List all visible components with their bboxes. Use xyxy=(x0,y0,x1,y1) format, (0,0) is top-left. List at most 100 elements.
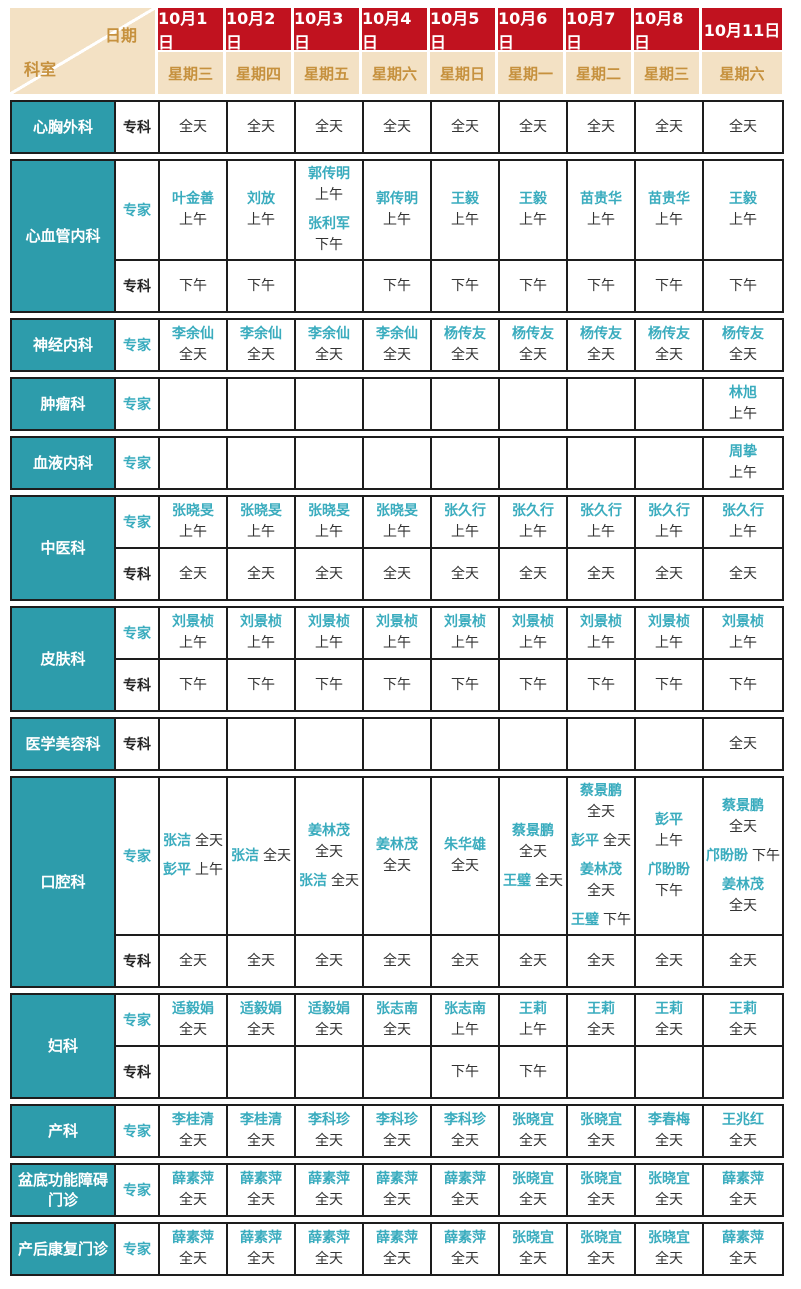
doctor-name: 王璧 xyxy=(571,912,599,928)
schedule-cell: 李余仙 全天 xyxy=(362,318,432,372)
shift-time: 全天 xyxy=(603,833,631,849)
schedule-entry: 李余仙 全天 xyxy=(229,324,293,366)
shift-time: 上午 xyxy=(195,862,223,878)
schedule-entry: 张久行 上午 xyxy=(569,501,633,543)
shift-time: 全天 xyxy=(383,1133,411,1149)
department-block: 心胸外科 专科 全天 全天 全天 全天 全天 全天 全天 全天 全天 xyxy=(10,100,784,154)
shift-time: 全天 xyxy=(655,1251,683,1267)
doctor-name: 张晓旻 xyxy=(376,503,418,519)
schedule-cell: 下午 xyxy=(566,259,636,313)
schedule-cell: 下午 xyxy=(430,259,500,313)
schedule-entry: 杨传友 全天 xyxy=(705,324,781,366)
schedule-cell: 全天 xyxy=(702,547,784,601)
shift-time: 下午 xyxy=(451,277,479,294)
weekday-cell: 星期六 xyxy=(702,52,782,94)
shift-time: 全天 xyxy=(729,818,757,835)
shift-time: 全天 xyxy=(383,565,411,582)
shift-time: 全天 xyxy=(655,1022,683,1038)
schedule-cell: 薛素萍 全天 xyxy=(430,1222,500,1276)
shift-time: 下午 xyxy=(603,912,631,928)
department-block: 产后康复门诊 专家 薛素萍 全天 薛素萍 全天 薛素萍 全天 薛素萍 全天 薛素萍 全天 张晓宜 全天 张晓… xyxy=(10,1222,784,1276)
shift-time: 全天 xyxy=(451,952,479,969)
doctor-name: 薛素萍 xyxy=(444,1230,486,1246)
shift-time: 上午 xyxy=(519,635,547,651)
row-type-label: 专家 xyxy=(114,436,160,490)
shift-time: 全天 xyxy=(383,858,411,874)
shift-time: 全天 xyxy=(247,118,275,135)
schedule-cell xyxy=(226,377,296,431)
shift-time: 下午 xyxy=(729,676,757,693)
schedule-cell xyxy=(498,377,568,431)
row-type-label: 专科 xyxy=(114,1045,160,1099)
weekday-cell: 星期日 xyxy=(430,52,498,94)
schedule-cell xyxy=(158,377,228,431)
schedule-cell: 适毅娟 全天 xyxy=(226,993,296,1047)
schedule-entry: 张晓宜 全天 xyxy=(637,1228,701,1270)
schedule-cell: 薛素萍 全天 xyxy=(158,1222,228,1276)
schedule-cell: 刘景桢 上午 xyxy=(498,606,568,660)
schedule-cell xyxy=(566,436,636,490)
shift-time: 下午 xyxy=(179,676,207,693)
doctor-name: 适毅娟 xyxy=(240,1001,282,1017)
shift-time: 全天 xyxy=(587,1022,615,1038)
doctor-name: 张志南 xyxy=(444,1001,486,1017)
department-name: 盆底功能障碍门诊 xyxy=(10,1163,116,1217)
schedule-cell: 下午 xyxy=(634,658,704,712)
schedule-entry: 林旭 上午 xyxy=(705,383,781,425)
row-type-label: 专家 xyxy=(114,318,160,372)
schedule-cell: 李余仙 全天 xyxy=(226,318,296,372)
schedule-entry: 彭平 上午 xyxy=(637,810,701,852)
shift-time: 下午 xyxy=(587,676,615,693)
department-block: 口腔科 专家 张洁 全天 彭平 上午 张洁 全天 姜林茂 全天 张洁 全天 姜林茂 全天 朱华雄 全天 蔡景鹏全… xyxy=(10,776,784,988)
shift-time: 全天 xyxy=(383,1192,411,1208)
schedule-entry: 适毅娟 全天 xyxy=(297,999,361,1041)
corner-cell: 日期 科室 xyxy=(10,8,158,94)
shift-time: 全天 xyxy=(519,347,547,363)
schedule-entry: 张晓宜 全天 xyxy=(501,1169,565,1211)
shift-time: 全天 xyxy=(315,1192,343,1208)
doctor-name: 彭平 xyxy=(655,812,683,828)
department-name: 中医科 xyxy=(10,495,116,601)
schedule-cell: 杨传友 全天 xyxy=(566,318,636,372)
schedule-cell: 张久行 上午 xyxy=(498,495,568,549)
schedule-cell xyxy=(294,259,364,313)
schedule-entry: 刘景桢 上午 xyxy=(705,612,781,654)
schedule-entry: 张洁 全天 xyxy=(229,846,293,867)
shift-time: 全天 xyxy=(247,1251,275,1267)
schedule-cell xyxy=(566,377,636,431)
doctor-name: 薛素萍 xyxy=(240,1171,282,1187)
shift-time: 全天 xyxy=(655,1192,683,1208)
schedule-cell xyxy=(498,436,568,490)
schedule-cell: 全天 xyxy=(702,717,784,771)
shift-time: 下午 xyxy=(315,237,343,253)
doctor-name: 刘景桢 xyxy=(172,614,214,630)
schedule-entry: 薛素萍 全天 xyxy=(229,1169,293,1211)
schedule-entry: 李桂清 全天 xyxy=(161,1110,225,1152)
shift-time: 全天 xyxy=(383,1022,411,1038)
schedule-cell: 薛素萍 全天 xyxy=(430,1163,500,1217)
schedule-cell xyxy=(634,1045,704,1099)
schedule-cell: 彭平 上午 邝盼盼 下午 xyxy=(634,776,704,936)
shift-time: 上午 xyxy=(729,212,757,228)
shift-time: 下午 xyxy=(655,676,683,693)
schedule-cell xyxy=(634,717,704,771)
shift-time: 上午 xyxy=(519,1022,547,1038)
schedule-cell: 蔡景鹏 全天 邝盼盼 下午 姜林茂 全天 xyxy=(702,776,784,936)
schedule-cell: 张晓宜 全天 xyxy=(566,1222,636,1276)
weekday-cell: 星期二 xyxy=(566,52,634,94)
doctor-name: 李科珍 xyxy=(376,1112,418,1128)
schedule-cell: 李春梅 全天 xyxy=(634,1104,704,1158)
weekday-cell: 星期六 xyxy=(362,52,430,94)
schedule-cell: 全天 xyxy=(634,934,704,988)
shift-time: 全天 xyxy=(247,1133,275,1149)
schedule-cell: 全天 xyxy=(430,100,500,154)
schedule-cell: 薛素萍 全天 xyxy=(158,1163,228,1217)
schedule-cell: 下午 xyxy=(702,658,784,712)
shift-time: 全天 xyxy=(247,565,275,582)
shift-time: 上午 xyxy=(383,635,411,651)
corner-department-label: 科室 xyxy=(24,60,57,79)
schedule-cell: 杨传友 全天 xyxy=(498,318,568,372)
schedule-entry: 张志南 上午 xyxy=(433,999,497,1041)
schedule-entry: 杨传友 全天 xyxy=(501,324,565,366)
date-cell: 10月4日 xyxy=(362,8,430,52)
